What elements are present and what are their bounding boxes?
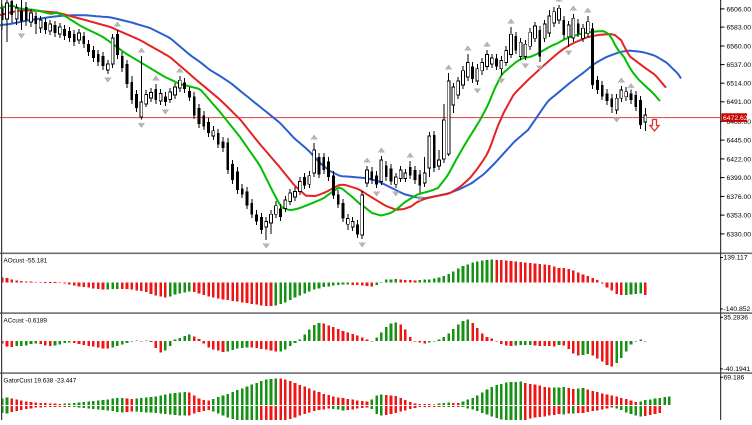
svg-text:6445.00: 6445.00	[727, 138, 752, 145]
svg-text:35.2836: 35.2836	[724, 314, 749, 321]
svg-text:6514.00: 6514.00	[727, 81, 752, 88]
svg-text:6376.00: 6376.00	[727, 194, 752, 201]
svg-text:6537.00: 6537.00	[727, 62, 752, 69]
svg-text:GatorCust 19.638 -23.447: GatorCust 19.638 -23.447	[4, 377, 77, 384]
svg-text:69.186: 69.186	[724, 374, 745, 381]
svg-text:AOcust -55.181: AOcust -55.181	[4, 258, 48, 265]
svg-text:6560.00: 6560.00	[727, 43, 752, 50]
svg-text:6353.00: 6353.00	[727, 213, 752, 220]
svg-text:6468.00: 6468.00	[727, 119, 752, 126]
svg-text:6491.00: 6491.00	[727, 99, 752, 106]
svg-text:ACcust -0.6189: ACcust -0.6189	[4, 317, 48, 324]
svg-text:-140.852: -140.852	[724, 306, 751, 313]
svg-text:6583.00: 6583.00	[727, 25, 752, 32]
svg-text:-40.1941: -40.1941	[724, 366, 751, 373]
svg-text:6472.62: 6472.62	[723, 115, 748, 122]
svg-text:139.117: 139.117	[724, 255, 748, 262]
svg-text:6399.00: 6399.00	[727, 175, 752, 182]
svg-text:6330.00: 6330.00	[727, 231, 752, 238]
svg-text:6422.00: 6422.00	[727, 156, 752, 163]
svg-text:6606.00: 6606.00	[727, 6, 752, 13]
